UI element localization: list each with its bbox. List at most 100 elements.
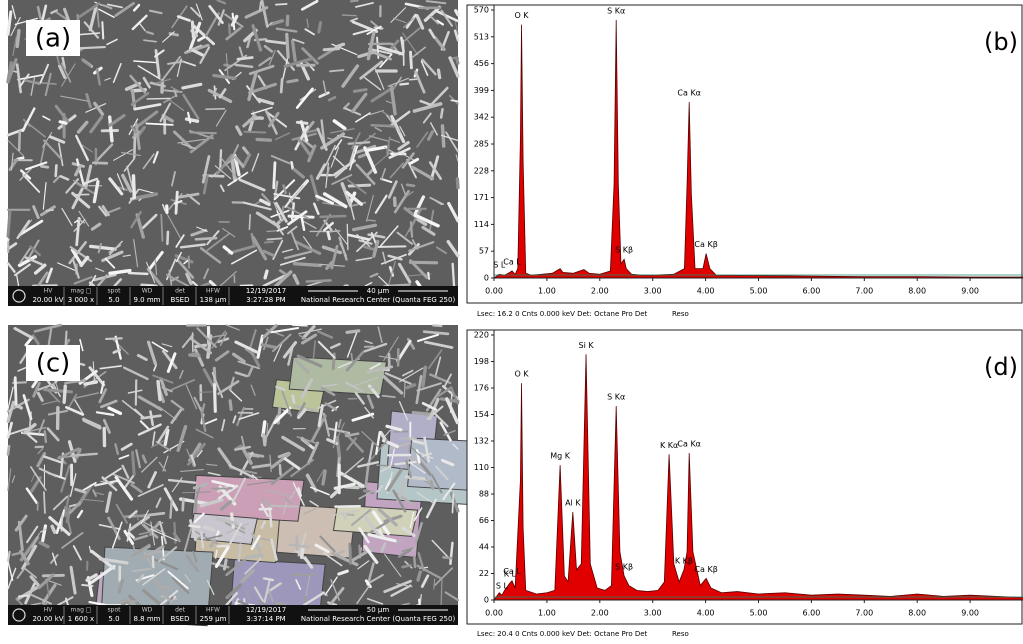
needle: [319, 23, 321, 32]
needle: [287, 34, 288, 57]
footer-right: Reso: [672, 310, 689, 318]
needle: [46, 210, 53, 211]
info-value: 20.00 kV: [32, 615, 63, 623]
x-tick-label: 7.00: [855, 287, 873, 296]
needle: [129, 273, 147, 274]
scale-label: 50 µm: [367, 606, 390, 614]
needle: [292, 325, 307, 326]
y-tick-label: 0: [484, 596, 489, 605]
x-tick-label: 2.00: [591, 287, 609, 296]
page: (a)HV20.00 kVmag □3 000 xspot5.0WD9.0 mm…: [0, 0, 1023, 644]
lab-name: National Research Center (Quanta FEG 250…: [301, 615, 456, 623]
y-tick-label: 154: [474, 410, 489, 419]
needle: [292, 162, 293, 168]
panel-label: (b): [984, 28, 1018, 56]
needle: [239, 544, 241, 560]
needle: [15, 378, 16, 404]
needle: [372, 125, 395, 126]
needle: [153, 557, 154, 568]
y-tick-label: 198: [474, 357, 489, 366]
info-value: 138 µm: [200, 296, 227, 304]
peak-label: S Kα: [607, 393, 625, 402]
peak-label: O K: [514, 11, 529, 20]
needle: [443, 557, 451, 558]
peak-label: S Kβ: [615, 562, 633, 571]
lab-name: National Research Center (Quanta FEG 250…: [301, 296, 456, 304]
needle: [265, 242, 273, 243]
needle: [158, 382, 160, 400]
needle: [110, 117, 112, 141]
peak-label: Ca Kβ: [694, 565, 717, 574]
info-head: mag □: [71, 288, 92, 295]
needle: [411, 52, 412, 68]
needle: [8, 211, 10, 236]
needle: [196, 238, 216, 239]
y-tick-label: 22: [479, 569, 489, 578]
y-tick-label: 399: [474, 86, 489, 95]
info-head: HV: [44, 288, 54, 295]
needle: [44, 604, 46, 605]
scale-label: 40 µm: [367, 287, 390, 295]
y-tick-label: 228: [474, 166, 489, 175]
x-tick-label: 9.00: [961, 609, 979, 618]
needle: [451, 100, 458, 101]
needle: [214, 385, 215, 412]
info-value: 5.0: [108, 296, 119, 304]
y-tick-label: 110: [474, 463, 489, 472]
needle: [264, 578, 273, 580]
needle: [323, 471, 325, 484]
needle: [163, 586, 171, 588]
needle: [229, 24, 230, 33]
needle: [321, 216, 346, 217]
needle: [230, 401, 231, 409]
needle: [161, 215, 162, 241]
needle: [406, 477, 427, 479]
needle: [367, 220, 375, 221]
y-tick-label: 342: [474, 113, 489, 122]
needle: [8, 446, 9, 454]
needle: [453, 264, 454, 286]
needle: [280, 465, 281, 474]
needle: [102, 22, 103, 38]
needle: [337, 437, 339, 457]
needle: [64, 386, 65, 402]
needle: [277, 604, 285, 605]
info-value: 3 000 x: [68, 296, 94, 304]
y-tick-label: 0: [484, 274, 489, 283]
needle: [67, 509, 69, 522]
peak-label: Si K: [578, 341, 594, 350]
peak-label: Al K: [565, 499, 581, 508]
needle: [330, 231, 340, 232]
needle: [410, 79, 417, 80]
x-tick-label: 4.00: [697, 287, 715, 296]
needle: [206, 109, 224, 110]
y-tick-label: 66: [479, 516, 489, 525]
x-tick-label: 3.00: [644, 287, 662, 296]
needle: [264, 435, 265, 445]
needle: [106, 338, 122, 339]
needle: [220, 150, 221, 169]
info-head: HFW: [206, 607, 220, 614]
needle: [276, 4, 287, 5]
x-tick-label: 6.00: [802, 287, 820, 296]
needle: [414, 557, 415, 567]
needle: [288, 80, 297, 82]
needle: [257, 139, 270, 140]
needle: [192, 22, 193, 37]
needle: [295, 264, 321, 266]
peak-label: Mg K: [550, 452, 571, 461]
peak-label: Ca L: [503, 257, 521, 266]
needle: [433, 325, 441, 326]
needle: [78, 47, 104, 48]
info-head: det: [175, 607, 186, 614]
info-value: 1 600 x: [68, 615, 94, 623]
needle: [441, 109, 442, 117]
needle: [324, 49, 338, 50]
needle: [232, 514, 234, 527]
needle: [377, 465, 395, 466]
info-value: 5.0: [108, 615, 119, 623]
needle: [407, 185, 414, 186]
needle: [347, 224, 348, 249]
needle: [260, 2, 261, 10]
info-date: 12/19/2017: [246, 606, 286, 614]
